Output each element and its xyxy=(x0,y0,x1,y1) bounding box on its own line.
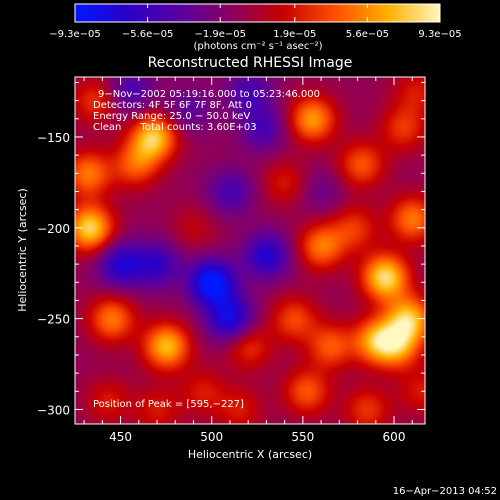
y-tick-label: −200 xyxy=(37,222,70,236)
y-tick-label: −250 xyxy=(37,313,70,327)
colorbar-tick-label: −5.6e−05 xyxy=(122,29,174,40)
axis-ticks xyxy=(75,77,425,424)
x-tick-labels: 450 500 550 600 xyxy=(109,430,405,444)
colorbar-tick-label: −9.3e−05 xyxy=(49,29,101,40)
colorbar-tick-label: 5.6e−05 xyxy=(346,29,389,40)
chart-title: Reconstructed RHESSI Image xyxy=(148,55,353,71)
annotation-time-range: 9−Nov−2002 05:19:16.000 to 05:23:46.000 xyxy=(98,89,320,100)
x-tick-label: 500 xyxy=(200,430,223,444)
heatmap-canvas xyxy=(75,77,425,424)
y-tick-label: −300 xyxy=(37,403,70,417)
colorbar-gradient xyxy=(74,3,441,23)
colorbar: −9.3e−05 −5.6e−05 −1.9e−05 1.9e−05 5.6e−05 9.… xyxy=(49,3,462,52)
x-axis-label: Heliocentric X (arcsec) xyxy=(188,448,312,461)
colorbar-unit-label: (photons cm⁻² s⁻¹ asec⁻²) xyxy=(193,41,322,52)
y-tick-label: −150 xyxy=(37,131,70,145)
colorbar-tick-label: 9.3e−05 xyxy=(418,29,461,40)
observation-annotations: 9−Nov−2002 05:19:16.000 to 05:23:46.000 … xyxy=(93,89,320,133)
annotation-energy-range: Energy Range: 25.0 − 50.0 keV xyxy=(93,111,250,122)
annotation-clean-counts: Clean Total counts: 3.60E+03 xyxy=(93,122,257,133)
footer-timestamp: 16−Apr−2013 04:52 xyxy=(393,486,497,497)
heatmap-area xyxy=(75,77,425,424)
peak-position-label: Position of Peak = [595,−227] xyxy=(93,399,244,410)
colorbar-tick-label: 1.9e−05 xyxy=(273,29,316,40)
plot-frame xyxy=(74,76,426,425)
colorbar-tick-label: −1.9e−05 xyxy=(194,29,246,40)
y-axis-label: Heliocentric Y (arcsec) xyxy=(16,188,29,312)
y-tick-labels: −150 −200 −250 −300 xyxy=(37,131,70,418)
x-tick-label: 550 xyxy=(291,430,314,444)
x-tick-label: 450 xyxy=(109,430,132,444)
colorbar-ticks: −9.3e−05 −5.6e−05 −1.9e−05 1.9e−05 5.6e−05 9.… xyxy=(49,4,462,40)
x-tick-label: 600 xyxy=(383,430,406,444)
annotation-detectors: Detectors: 4F 5F 6F 7F 8F, Att 0 xyxy=(93,100,252,111)
